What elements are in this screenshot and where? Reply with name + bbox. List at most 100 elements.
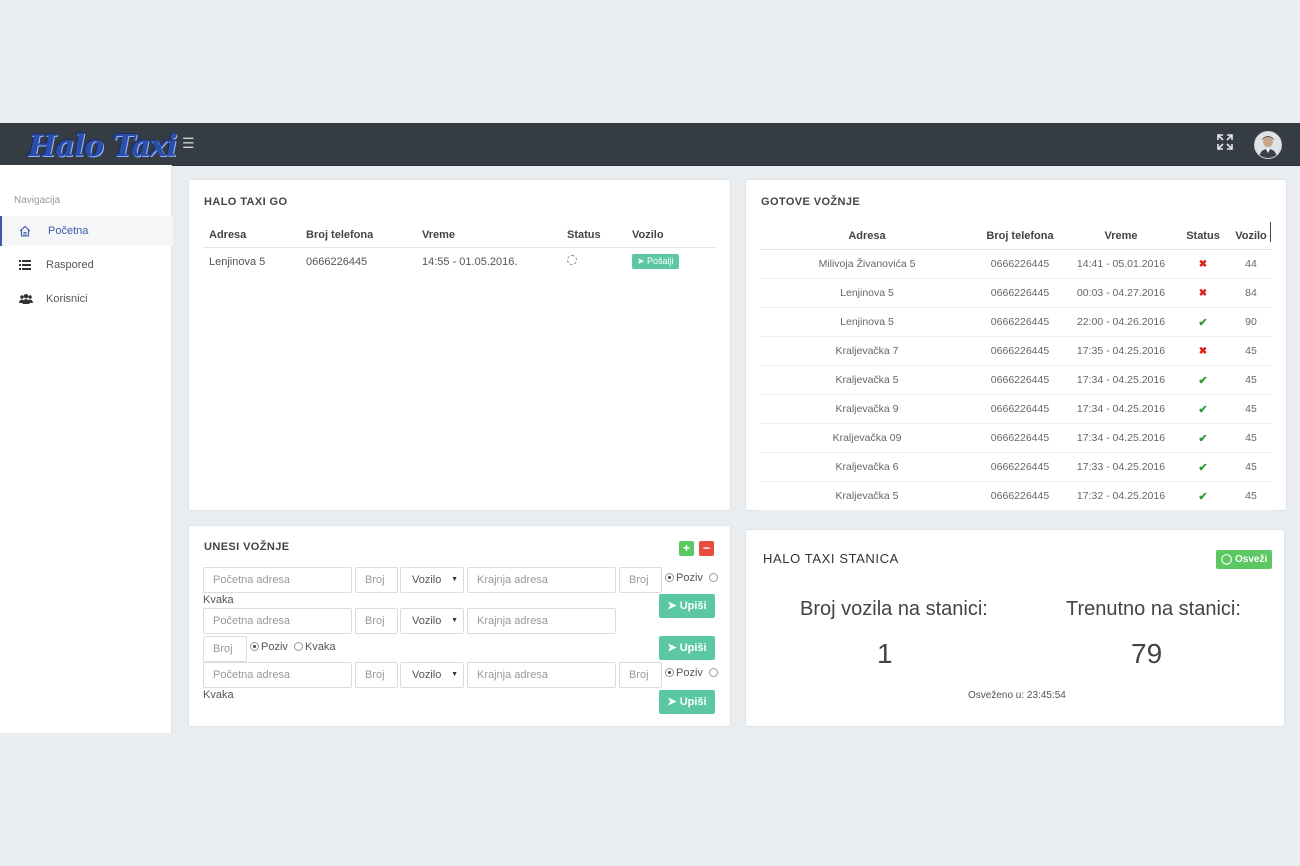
cell-adresa: Lenjinova 5	[209, 255, 266, 268]
cell-vreme: 17:35 - 04.25.2016	[1066, 336, 1176, 366]
remove-row-button[interactable]: −	[699, 541, 714, 556]
station-panel: HALO TAXI STANICA ◯ Osveži Broj vozila n…	[745, 529, 1285, 727]
column-header: Adresa	[203, 222, 300, 248]
column-header: Broj telefona	[974, 222, 1066, 250]
column-header: Status	[561, 222, 626, 248]
column-header: Vozilo	[626, 222, 716, 248]
radio-poziv[interactable]	[665, 572, 674, 582]
user-avatar[interactable]	[1254, 131, 1282, 159]
start-address-input[interactable]: Početna adresa	[203, 662, 352, 688]
end-address-input[interactable]: Krajnja adresa	[467, 608, 616, 634]
number-input[interactable]: Broj	[203, 636, 247, 662]
number-input[interactable]: Broj	[619, 662, 662, 688]
column-header: Status	[1176, 222, 1230, 250]
panel-title: HALO TAXI STANICA	[763, 551, 899, 566]
go-table: Adresa Broj telefona Vreme Status Vozilo…	[203, 222, 716, 275]
cell-vozilo: 45	[1230, 336, 1272, 366]
table-row: Kraljevačka 5 0666226445 17:34 - 04.25.201…	[760, 365, 1272, 395]
cell-telefon: 0666226445	[974, 278, 1066, 308]
radio-poziv[interactable]	[665, 667, 674, 677]
cell-status: ✔	[1176, 307, 1230, 337]
app: Halo Taxi ☰ Navigacija Počet	[0, 123, 1300, 733]
cell-status: ✔	[1176, 481, 1230, 511]
cell-vreme: 14:41 - 05.01.2016	[1066, 249, 1176, 279]
sidebar-item-korisnici[interactable]: Korisnici	[0, 284, 171, 314]
cell-telefon: 0666226445	[974, 307, 1066, 337]
cell-vreme: 17:34 - 04.25.2016	[1066, 423, 1176, 453]
sidebar-item-label: Raspored	[46, 259, 94, 271]
table-row: Kraljevačka 6 0666226445 17:33 - 04.25.201…	[760, 452, 1272, 482]
cell-status: ✔	[1176, 365, 1230, 395]
cell-adresa: Kraljevačka 5	[760, 365, 974, 395]
cell-vozilo: 44	[1230, 249, 1272, 279]
end-address-input[interactable]: Krajnja adresa	[467, 567, 616, 593]
cell-vozilo: 45	[1230, 394, 1272, 424]
upisi-label: Upiši	[679, 600, 707, 612]
radio-poziv[interactable]	[250, 641, 259, 651]
hamburger-icon[interactable]: ☰	[182, 135, 195, 151]
entry-panel: UNESI VOŽNJE + − Početna adresa Broj Voz…	[188, 525, 731, 727]
refresh-button[interactable]: ◯ Osveži	[1216, 550, 1273, 569]
nav-title: Navigacija	[14, 195, 61, 206]
cell-vreme: 17:32 - 04.25.2016	[1066, 481, 1176, 511]
cell-vreme: 00:03 - 04.27.2016	[1066, 278, 1176, 308]
radio-kvaka[interactable]	[293, 641, 303, 651]
cell-adresa: Lenjinova 5	[760, 278, 974, 308]
vehicles-label: Broj vozila na stanici:	[800, 598, 988, 620]
panel-title: UNESI VOŽNJE	[204, 541, 290, 553]
check-icon: ✔	[1198, 461, 1208, 474]
number-input[interactable]: Broj	[355, 608, 398, 634]
upisi-label: Upiši	[679, 642, 707, 654]
cell-telefon: 0666226445	[974, 365, 1066, 395]
number-input[interactable]: Broj	[355, 662, 398, 688]
cell-adresa: Kraljevačka 9	[760, 394, 974, 424]
start-address-input[interactable]: Početna adresa	[203, 567, 352, 593]
cell-vreme: 22:00 - 04.26.2016	[1066, 307, 1176, 337]
sidebar-item-raspored[interactable]: Raspored	[0, 250, 171, 280]
upisi-button[interactable]: ➤ Upiši	[659, 594, 715, 618]
top-bar: Halo Taxi ☰	[0, 123, 1300, 166]
posalji-label: Pošalji	[647, 256, 674, 266]
cell-adresa: Kraljevačka 6	[760, 452, 974, 482]
cell-telefon: 0666226445	[306, 255, 368, 268]
go-panel: HALO TAXI GO Adresa Broj telefona Vreme …	[188, 179, 731, 511]
cell-telefon: 0666226445	[974, 249, 1066, 279]
upisi-button[interactable]: ➤ Upiši	[659, 690, 715, 714]
chevron-down-icon: ▼	[451, 576, 458, 583]
radio-kvaka[interactable]	[708, 667, 718, 677]
end-address-input[interactable]: Krajnja adresa	[467, 662, 616, 688]
radio-label: Poziv	[676, 572, 703, 584]
column-header: Broj telefona	[300, 222, 416, 248]
add-row-button[interactable]: +	[679, 541, 694, 556]
vehicle-select[interactable]: Vozilo ▼	[400, 608, 464, 634]
chevron-down-icon: ▼	[451, 671, 458, 678]
cell-vozilo: 84	[1230, 278, 1272, 308]
sidebar: Navigacija Početna Raspored Korisnici	[0, 165, 173, 733]
cell-vreme: 14:55 - 01.05.2016.	[422, 255, 518, 268]
table-row: Kraljevačka 9 0666226445 17:34 - 04.25.201…	[760, 394, 1272, 424]
sidebar-item-label: Početna	[48, 225, 89, 237]
number-input[interactable]: Broj	[619, 567, 662, 593]
vehicle-select[interactable]: Vozilo ▼	[400, 662, 464, 688]
vehicle-select-value: Vozilo	[412, 574, 442, 586]
cell-vozilo: 45	[1230, 452, 1272, 482]
home-icon	[19, 225, 31, 237]
sidebar-item-pocetna[interactable]: Početna	[0, 216, 173, 246]
expand-icon[interactable]	[1216, 133, 1234, 151]
cross-icon: ✖	[1198, 288, 1208, 299]
cell-vreme: 17:34 - 04.25.2016	[1066, 394, 1176, 424]
done-table: Adresa Broj telefona Vreme Status Vozilo…	[760, 222, 1272, 511]
cell-telefon: 0666226445	[974, 423, 1066, 453]
cell-status	[561, 248, 626, 276]
column-header: Vreme	[1066, 222, 1176, 250]
chevron-down-icon: ▼	[451, 617, 458, 624]
posalji-button[interactable]: ➤ Pošalji	[632, 254, 679, 269]
radio-kvaka[interactable]	[708, 572, 718, 582]
start-address-input[interactable]: Početna adresa	[203, 608, 352, 634]
upisi-button[interactable]: ➤ Upiši	[659, 636, 715, 660]
cell-telefon: 0666226445	[974, 336, 1066, 366]
logo[interactable]: Halo Taxi	[28, 129, 178, 164]
sidebar-item-label: Korisnici	[46, 293, 88, 305]
vehicle-select[interactable]: Vozilo ▼	[400, 567, 464, 593]
number-input[interactable]: Broj	[355, 567, 398, 593]
